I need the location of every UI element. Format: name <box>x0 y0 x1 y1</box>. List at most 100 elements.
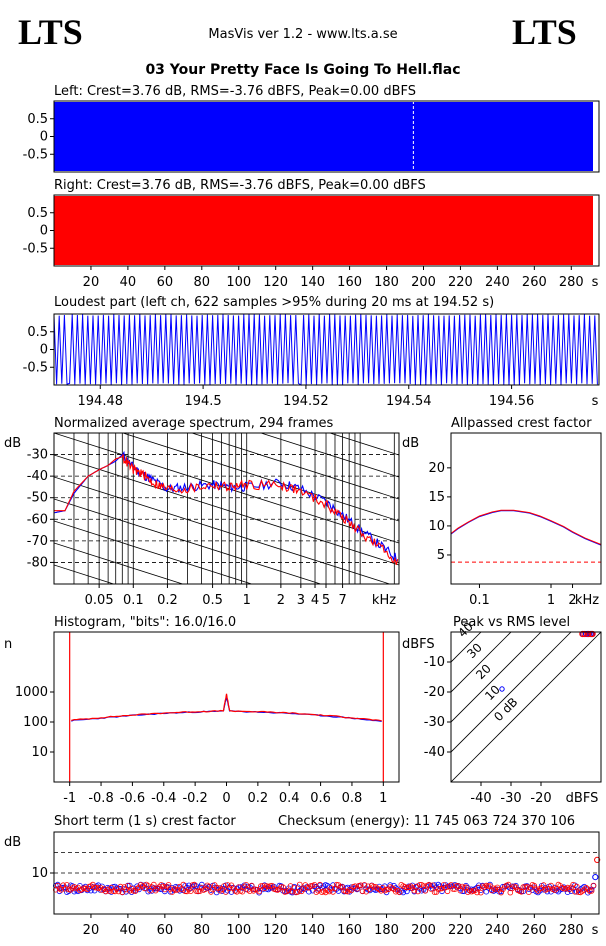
short-term-point <box>463 884 469 890</box>
short-term-point <box>564 884 571 891</box>
short-term-point <box>228 882 235 889</box>
short-term-point <box>354 885 360 892</box>
short-term-point <box>154 885 161 892</box>
allpassed-series-0 <box>450 510 602 546</box>
spectrum-x-tick-label: 0.2 <box>157 593 178 608</box>
short-term-point <box>376 886 383 893</box>
short-term-point <box>431 889 438 895</box>
allpassed-series-1 <box>450 509 602 545</box>
histogram-x-tick-label: 0.2 <box>248 791 269 806</box>
short-term-point <box>193 888 200 894</box>
short-term-point <box>420 883 427 889</box>
short-term-point <box>280 884 286 890</box>
short-term-x-unit: s <box>592 923 599 938</box>
peak-rms-diagonal-label: 30 <box>464 640 485 661</box>
short-term-point <box>383 886 390 893</box>
histogram-panel: 1000 100 10 -1 -0.8 -0.6 -0.4 -0.2 0 0.2 0.4 0.6 0.8… <box>15 631 400 806</box>
histogram-x-tick-label: -0.4 <box>151 791 176 806</box>
short-term-point <box>223 889 229 895</box>
allpassed-xlabel: kHz <box>575 593 599 608</box>
right-waveform-x-tick-label: 60 <box>157 275 174 290</box>
allpassed-y-tick-label: 10 <box>428 519 445 534</box>
short-term-point <box>337 883 344 890</box>
short-term-point <box>175 886 181 893</box>
short-term-x-tick-label: 260 <box>522 923 547 938</box>
spectrum-slope-line <box>54 476 391 584</box>
short-term-point <box>476 884 482 891</box>
right-waveform-title: Right: Crest=3.76 dB, RMS=-3.76 dBFS, Pe… <box>54 178 426 193</box>
histogram-x-tick-label: -1 <box>63 791 76 806</box>
spectrum-panel: -30 -40 -50 -60 -70 -80 0.05 0.1 0.2 0.5 1 2 3 4 5 7 kHz <box>27 432 400 763</box>
left-waveform-fill <box>54 102 593 171</box>
peak-rms-title: Peak vs RMS level <box>453 615 570 630</box>
short-term-point <box>505 881 512 888</box>
spectrum-slope-line <box>54 653 399 763</box>
short-term-point <box>378 887 384 894</box>
allpassed-x-tick-label: 1 <box>547 593 555 608</box>
histogram-x-tick-label: 0.8 <box>342 791 363 806</box>
loudest-part-x-tick-label: 194.48 <box>78 394 124 409</box>
peak-rms-frame <box>450 631 602 783</box>
histogram-ylabel: n <box>4 637 12 652</box>
short-term-title: Short term (1 s) crest factor <box>54 814 236 829</box>
spectrum-slope-line <box>328 433 399 456</box>
right-waveform-x-tick-label: 20 <box>83 275 100 290</box>
short-term-point <box>117 883 124 890</box>
right-waveform-x-tick-label: 280 <box>559 275 584 290</box>
short-term-point <box>180 881 187 888</box>
peak-rms-point <box>581 630 588 638</box>
short-term-point <box>199 881 205 888</box>
short-term-point <box>464 889 471 895</box>
spectrum-y-tick-label: -80 <box>27 555 48 570</box>
short-term-x-tick-label: 180 <box>374 923 399 938</box>
short-term-x-tick-label: 160 <box>337 923 362 938</box>
short-term-y-tick-label: 10 <box>31 866 48 881</box>
short-term-point <box>162 886 168 893</box>
short-term-point <box>415 888 421 895</box>
short-term-point <box>544 888 551 895</box>
spectrum-slope-line <box>259 433 399 478</box>
short-term-point <box>247 888 253 894</box>
short-term-point <box>123 888 129 895</box>
short-term-point <box>520 884 527 890</box>
short-term-point <box>311 881 318 888</box>
short-term-point <box>573 883 580 890</box>
loudest-part-title: Loudest part (left ch, 622 samples >95% … <box>54 295 494 310</box>
short-term-point <box>433 889 440 895</box>
short-term-point <box>219 886 225 892</box>
right-waveform-x-tick-label: 140 <box>300 275 325 290</box>
histogram-frame <box>53 631 400 783</box>
short-term-x-tick-label: 100 <box>226 923 251 938</box>
loudest-part-x-tick-label: 194.5 <box>184 394 221 409</box>
loudest-part-x-unit: s <box>592 394 599 409</box>
short-term-point <box>269 882 275 889</box>
spectrum-frame <box>53 432 400 585</box>
peak-rms-ylabel: dBFS <box>402 637 435 652</box>
spectrum-slope-line <box>54 631 399 741</box>
left-waveform-title: Left: Crest=3.76 dB, RMS=-3.76 dBFS, Pea… <box>54 84 416 99</box>
histogram-series-1 <box>71 693 382 722</box>
spectrum-x-tick-label: 1 <box>243 593 251 608</box>
left-waveform-y-tick-label: 0 <box>40 130 48 145</box>
peak-rms-point <box>585 630 592 638</box>
histogram-y-tick-label: 100 <box>23 715 48 730</box>
logo-left: LTS <box>18 12 83 52</box>
histogram-x-tick-label: 0.6 <box>310 791 331 806</box>
histogram-x-tick-label: 0 <box>222 791 230 806</box>
right-waveform-y-tick-label: 0 <box>40 224 48 239</box>
loudest-part-y-tick-label: 0 <box>40 343 48 358</box>
short-term-point <box>370 883 377 890</box>
short-term-point <box>416 881 423 888</box>
loudest-part-panel: 0.5 0 -0.5 194.48 194.5 194.52 194.54 194.56 s <box>23 313 600 409</box>
short-term-point <box>357 882 364 889</box>
short-term-point <box>184 888 190 895</box>
short-term-point <box>524 883 530 890</box>
short-term-point <box>167 886 174 892</box>
spectrum-y-tick-label: -40 <box>27 469 48 484</box>
short-term-point <box>533 886 539 892</box>
spectrum-x-tick-label: 0.05 <box>85 593 114 608</box>
histogram-x-tick-label: -0.2 <box>182 791 207 806</box>
short-term-point <box>330 889 336 895</box>
peak-rms-y-tick-label: -40 <box>424 745 445 760</box>
